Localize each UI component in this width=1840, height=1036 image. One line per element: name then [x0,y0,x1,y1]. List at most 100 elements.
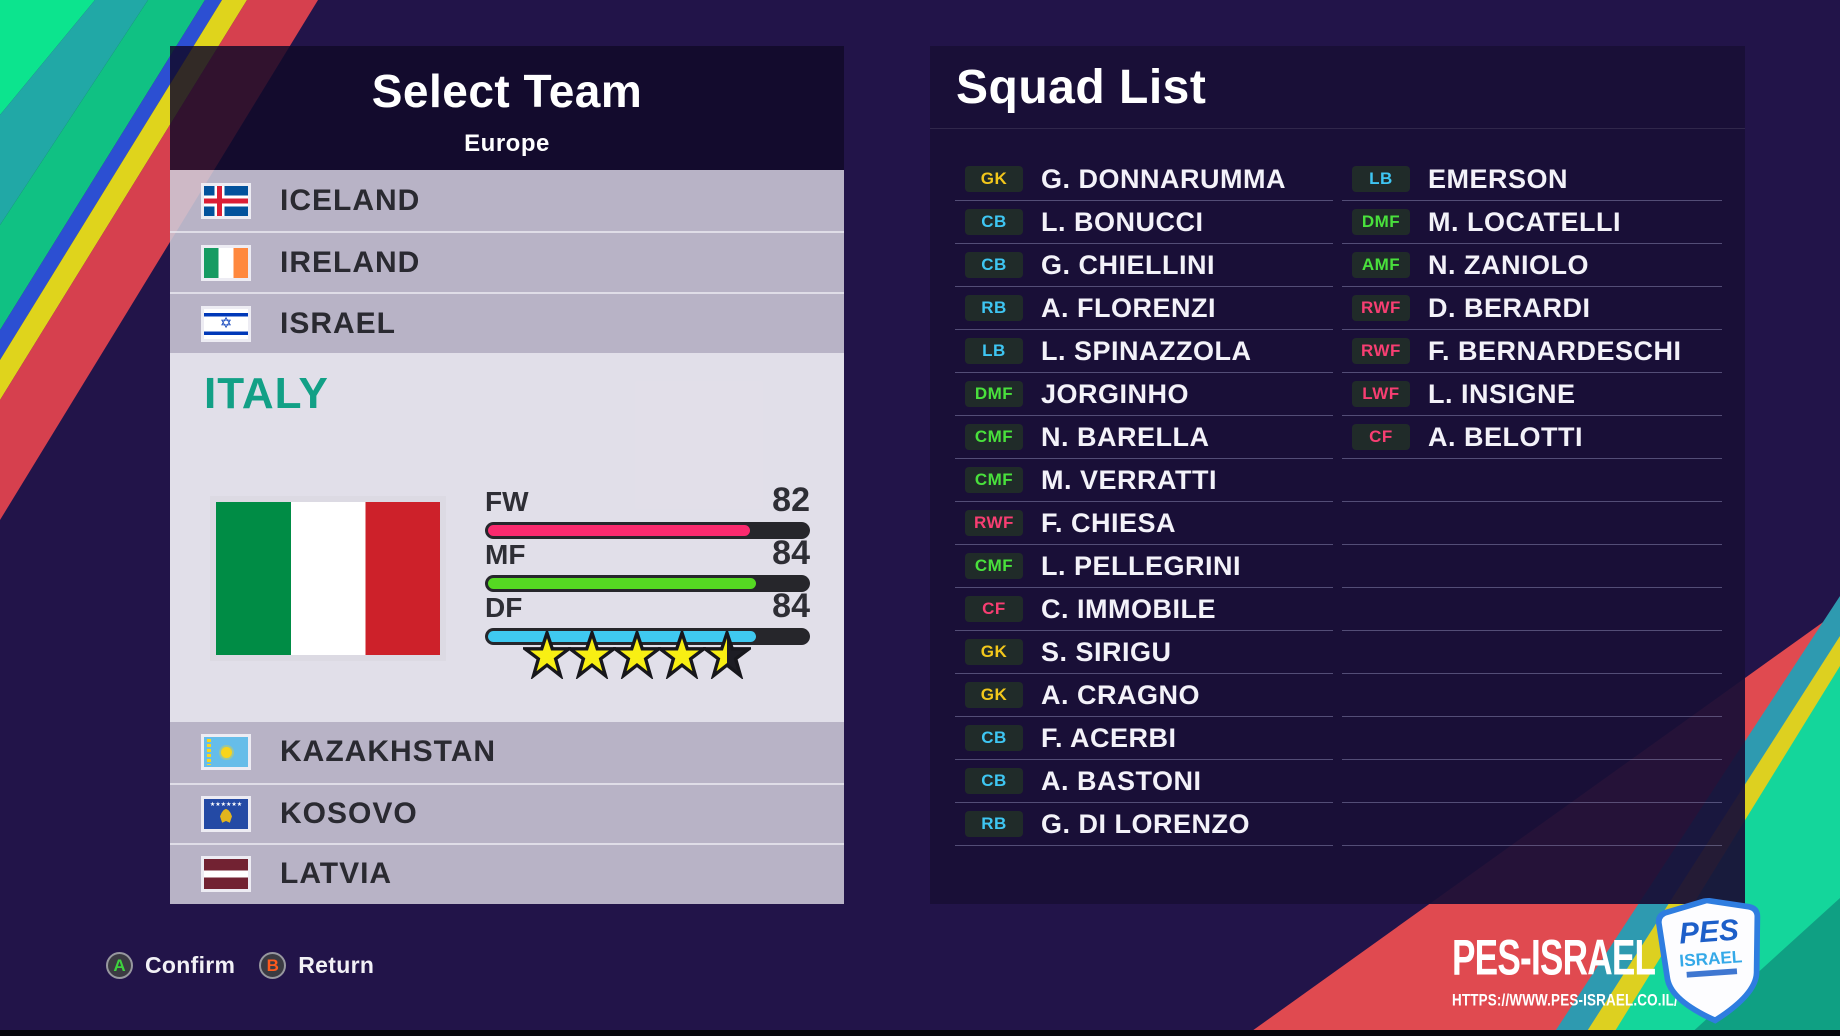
stat-bar-fill [488,578,756,589]
team-row-iceland[interactable]: ICELAND [170,170,844,231]
position-badge: RB [965,295,1023,321]
player-name: S. SIRIGU [1041,636,1172,667]
stat-bar-track [485,522,810,539]
squad-list-title: Squad List [956,61,1207,114]
player-name: M. VERRATTI [1041,464,1217,495]
squad-player-row: DMF M. LOCATELLI [1342,201,1722,244]
stat-label: FW [485,486,529,517]
squad-empty-row [1342,674,1722,717]
selected-team-flag-frame [210,496,446,661]
squad-empty-row [1342,803,1722,846]
stat-value: 84 [772,587,810,625]
squad-player-row: RWF F. CHIESA [955,502,1333,545]
position-badge: RWF [965,510,1023,536]
squad-divider [930,128,1745,129]
page-title: Select Team [371,65,643,117]
player-name: C. IMMOBILE [1041,593,1216,624]
player-name: JORGINHO [1041,378,1190,409]
player-name: L. BONUCCI [1041,206,1204,237]
team-name: ISRAEL [280,306,397,340]
squad-player-row: LWF L. INSIGNE [1342,373,1722,416]
squad-player-row: CB G. CHIELLINI [955,244,1333,287]
squad-list-panel: Squad List GK G. DONNARUMMA CB L. BONUCCI CB… [930,46,1745,904]
squad-empty-row [1342,545,1722,588]
position-badge: CF [1352,424,1410,450]
player-name: L. INSIGNE [1428,378,1576,409]
stat-label: MF [485,539,526,570]
bottom-black-bar [0,1030,1840,1036]
team-list-below: KAZAKHSTAN KOSOVO LATVIA [170,722,844,904]
team-row-latvia[interactable]: LATVIA [170,843,844,904]
stat-value: 84 [772,534,810,572]
position-badge: CB [965,252,1023,278]
footer-button-prompts: A Confirm B Return [106,952,374,979]
team-name: KOSOVO [280,796,418,830]
position-badge: LWF [1352,381,1410,407]
team-list-above: ICELAND IRELAND ISRAEL [170,170,844,353]
region-label: Europe [464,130,550,157]
squad-player-row: GK S. SIRIGU [955,631,1333,674]
brand-url: HTTPS://WWW.PES-ISRAEL.CO.IL/ [1452,992,1678,1010]
squad-player-row: RB G. DI LORENZO [955,803,1333,846]
stat-bar-fill [488,525,750,536]
team-row-israel[interactable]: ISRAEL [170,292,844,353]
iceland-flag [204,185,248,216]
squad-empty-row [1342,588,1722,631]
star-icon [523,631,571,679]
select-team-panel: Select Team Europe ICELANDIRELANDISRAEL … [170,46,844,904]
player-name: A. BELOTTI [1428,421,1583,452]
team-row-ireland[interactable]: IRELAND [170,231,844,292]
stat-label: DF [485,592,523,623]
position-badge: LB [1352,166,1410,192]
pes-israel-shield-logo: PES ISRAEL [1655,897,1761,1024]
position-badge: CMF [965,467,1023,493]
squad-player-row: CF A. BELOTTI [1342,416,1722,459]
stat-bar-track [485,575,810,592]
team-name: KAZAKHSTAN [280,735,497,769]
squad-empty-row [1342,760,1722,803]
position-badge: CMF [965,553,1023,579]
squad-player-row: CF C. IMMOBILE [955,588,1333,631]
select-team-header: Select Team Europe [170,46,844,170]
position-badge: DMF [1352,209,1410,235]
squad-player-row: CMF N. BARELLA [955,416,1333,459]
player-name: EMERSON [1428,163,1569,194]
position-badge: GK [965,639,1023,665]
squad-player-row: CB F. ACERBI [955,717,1333,760]
player-name: G. CHIELLINI [1041,249,1215,280]
button-prompt-return[interactable]: B Return [259,952,374,979]
team-row-kosovo[interactable]: KOSOVO [170,782,844,844]
player-name: F. CHIESA [1041,507,1177,538]
ireland-flag [204,247,248,278]
squad-player-row: LB L. SPINAZZOLA [955,330,1333,373]
position-badge: CB [965,725,1023,751]
team-row-kazakhstan[interactable]: KAZAKHSTAN [170,722,844,783]
player-name: G. DONNARUMMA [1041,163,1286,194]
stat-row-mf: MF 84 [485,534,810,592]
squad-player-row: CB A. BASTONI [955,760,1333,803]
button-prompt-confirm[interactable]: A Confirm [106,952,235,979]
selected-team-section[interactable]: ITALY FW 82 MF 84 DF 84 [170,353,844,722]
player-name: N. BARELLA [1041,421,1210,452]
squad-player-row: CMF M. VERRATTI [955,459,1333,502]
team-name: LATVIA [280,857,393,891]
squad-player-row: LB EMERSON [1342,158,1722,201]
player-name: M. LOCATELLI [1428,206,1621,237]
star-icon [613,631,661,679]
squad-player-row: CMF L. PELLEGRINI [955,545,1333,588]
squad-empty-row [1342,631,1722,674]
latvia-flag [204,859,248,890]
squad-player-row: CB L. BONUCCI [955,201,1333,244]
player-name: F. ACERBI [1041,722,1177,753]
position-badge: CB [965,209,1023,235]
position-badge: GK [965,682,1023,708]
squad-player-row: RB A. FLORENZI [955,287,1333,330]
stat-row-fw: FW 82 [485,481,810,539]
position-badge: CB [965,768,1023,794]
position-badge: LB [965,338,1023,364]
team-star-rating [523,631,751,679]
squad-player-row: DMF JORGINHO [955,373,1333,416]
team-name: IRELAND [280,245,421,279]
position-badge: RB [965,811,1023,837]
squad-empty-row [1342,502,1722,545]
